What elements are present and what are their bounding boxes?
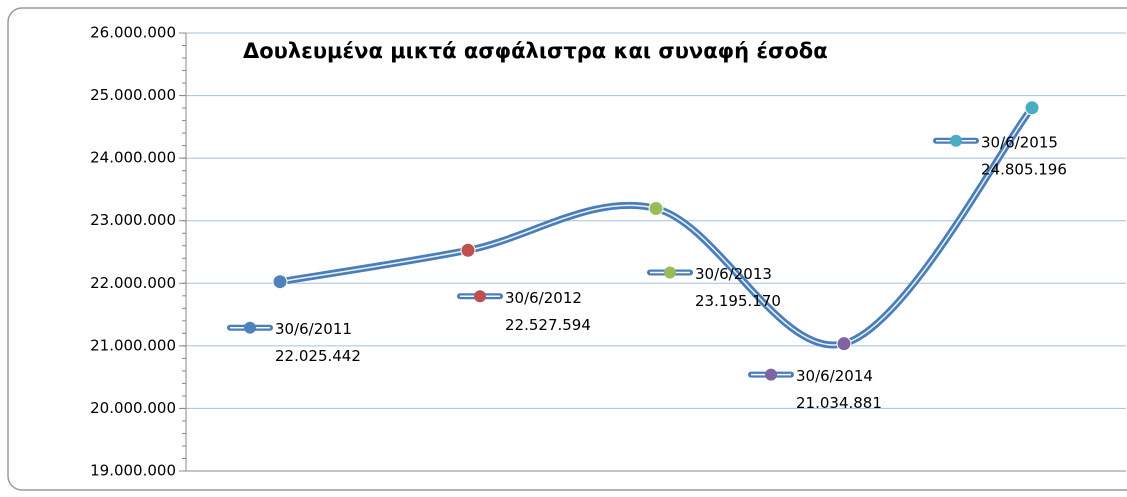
y-tick-label: 24.000.000	[90, 149, 176, 167]
data-point	[836, 336, 852, 352]
data-label-value: 23.195.170	[695, 292, 781, 310]
y-tick-label: 20.000.000	[90, 399, 176, 417]
data-label-value: 24.805.196	[981, 160, 1067, 178]
data-label-category: 30/6/2014	[796, 367, 873, 385]
y-tick-label: 21.000.000	[90, 336, 176, 354]
label-key-dot	[950, 134, 962, 147]
y-tick-label: 26.000.000	[90, 24, 176, 42]
series-line-stripe	[279, 107, 1033, 346]
y-tick-label: 25.000.000	[90, 86, 176, 104]
data-point	[1024, 100, 1040, 116]
chart-frame	[7, 7, 1127, 491]
data-label-value: 22.025.442	[275, 347, 361, 365]
data-point	[460, 242, 476, 258]
label-key-dot	[664, 266, 676, 279]
data-label-value: 21.034.881	[796, 394, 882, 412]
data-label-category: 30/6/2013	[695, 265, 772, 283]
label-key-dot	[765, 368, 777, 381]
label-key-dot	[474, 290, 486, 303]
y-tick-label: 23.000.000	[90, 211, 176, 229]
data-point	[648, 201, 664, 217]
data-point	[272, 274, 288, 290]
data-label-category: 30/6/2012	[505, 289, 582, 307]
data-label-value: 22.527.594	[505, 316, 591, 334]
label-key-dot	[244, 321, 256, 334]
y-tick-label: 22.000.000	[90, 274, 176, 292]
chart-title: Δουλευμένα μικτά ασφάλιστρα και συναφή έ…	[243, 39, 828, 63]
y-tick-label: 19.000.000	[90, 462, 176, 480]
data-label-category: 30/6/2015	[981, 133, 1058, 151]
data-label-category: 30/6/2011	[275, 320, 352, 338]
